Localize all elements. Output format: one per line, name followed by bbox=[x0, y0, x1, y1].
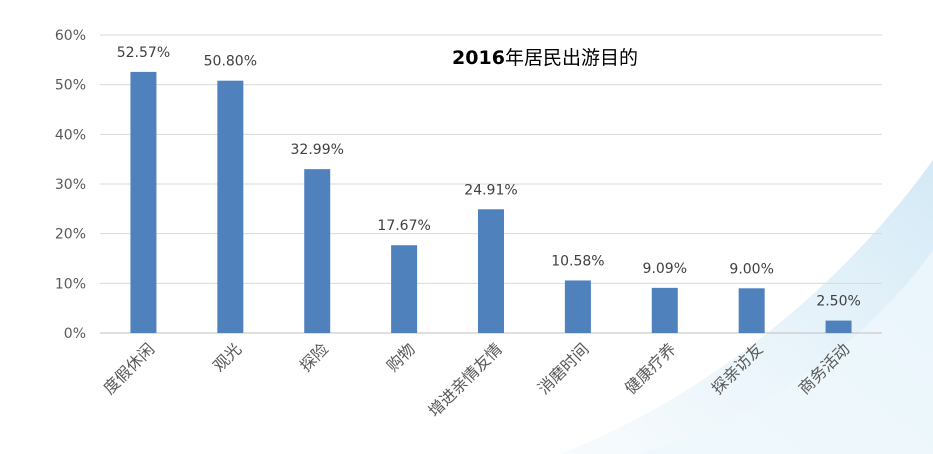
chart-title: 2016年居民出游目的 bbox=[452, 47, 638, 69]
chart-title-year: 2016 bbox=[452, 47, 505, 69]
y-tick-label: 20% bbox=[55, 227, 86, 243]
bar bbox=[478, 209, 504, 333]
category-label: 增进亲情友情 bbox=[425, 339, 506, 420]
category-label: 购物 bbox=[383, 339, 419, 375]
data-label: 24.91% bbox=[464, 182, 517, 198]
data-label: 10.58% bbox=[551, 253, 604, 269]
y-tick-label: 40% bbox=[55, 127, 86, 143]
background-swoosh-light bbox=[640, 250, 933, 454]
data-label: 9.00% bbox=[729, 261, 773, 277]
category-label: 度假休闲 bbox=[100, 339, 159, 398]
data-label: 17.67% bbox=[377, 218, 430, 234]
bar bbox=[217, 80, 244, 334]
bar bbox=[304, 169, 331, 333]
bar bbox=[391, 245, 418, 333]
category-label: 消磨时间 bbox=[534, 339, 593, 398]
category-label: 观光 bbox=[209, 339, 245, 375]
data-label: 50.80% bbox=[204, 54, 257, 70]
bar bbox=[825, 320, 852, 333]
chart-title-text: 年居民出游目的 bbox=[505, 47, 638, 69]
data-label: 9.09% bbox=[643, 261, 687, 277]
category-label: 探险 bbox=[296, 339, 332, 375]
bar bbox=[651, 287, 678, 333]
category-label: 健康疗养 bbox=[621, 339, 680, 398]
y-tick-label: 60% bbox=[55, 28, 86, 44]
y-tick-label: 10% bbox=[55, 276, 86, 292]
data-label: 32.99% bbox=[291, 142, 344, 158]
bar bbox=[130, 71, 157, 333]
y-tick-label: 0% bbox=[64, 326, 86, 342]
data-label: 2.50% bbox=[816, 294, 860, 310]
y-tick-label: 50% bbox=[55, 78, 86, 94]
data-label: 52.57% bbox=[117, 45, 170, 61]
y-tick-label: 30% bbox=[55, 177, 86, 193]
bar bbox=[564, 280, 591, 333]
bar bbox=[738, 288, 765, 333]
